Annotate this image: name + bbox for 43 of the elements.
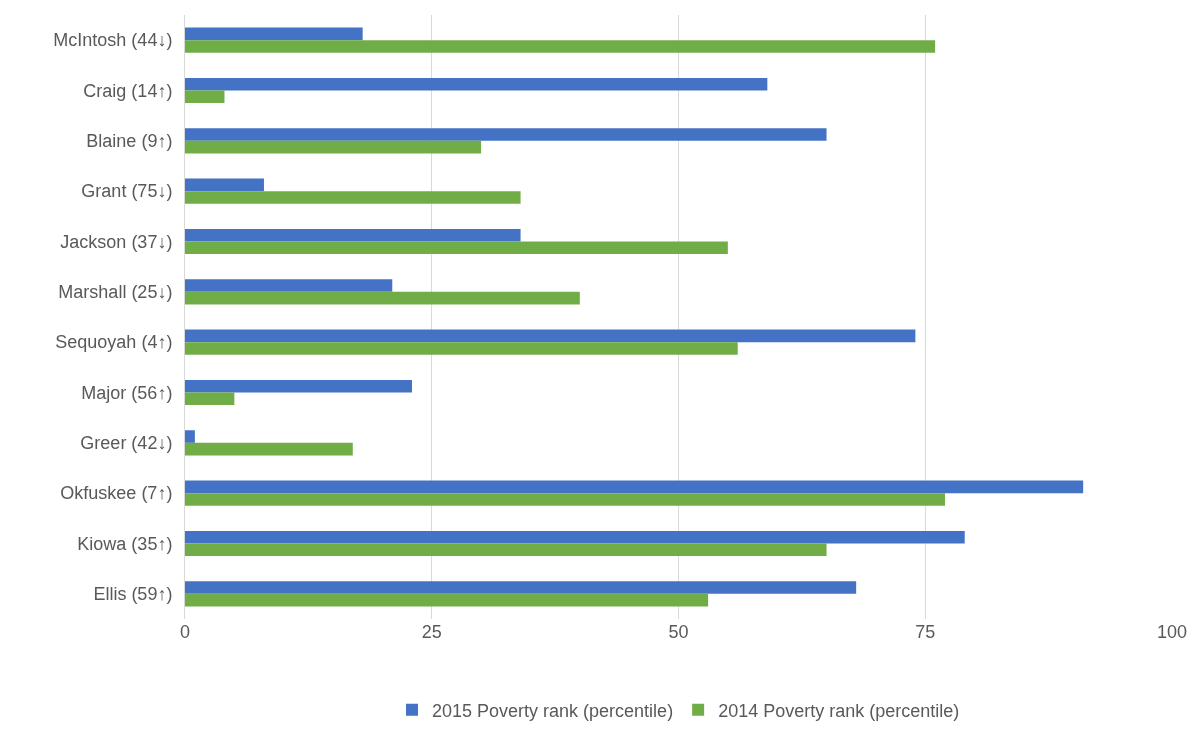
y-tick-label: Greer (42↓) bbox=[80, 433, 173, 454]
bar bbox=[185, 40, 936, 53]
bar bbox=[185, 291, 580, 305]
y-tick-label: McIntosh (44↓) bbox=[53, 30, 173, 51]
bar bbox=[185, 480, 1084, 494]
y-tick-label: Ellis (59↑) bbox=[93, 584, 173, 605]
y-tick-label: Sequoyah (4↑) bbox=[55, 332, 173, 353]
legend-label: 2015 Poverty rank (percentile) bbox=[432, 700, 674, 721]
bar bbox=[185, 329, 916, 343]
x-tick-label: 25 bbox=[421, 622, 442, 642]
bar bbox=[185, 442, 353, 456]
x-tick-label: 0 bbox=[179, 622, 191, 642]
bar bbox=[185, 90, 225, 104]
bar bbox=[185, 241, 728, 255]
y-tick-label: Major (56↑) bbox=[81, 382, 173, 403]
legend-label: 2014 Poverty rank (percentile) bbox=[718, 700, 960, 721]
bar bbox=[185, 581, 857, 594]
y-tick-label: Okfuskee (7↑) bbox=[60, 483, 173, 504]
bar bbox=[185, 27, 363, 41]
x-tick-label: 100 bbox=[1156, 622, 1188, 642]
y-tick-label: Marshall (25↓) bbox=[58, 282, 173, 303]
bar bbox=[185, 543, 827, 557]
y-tick-label: Grant (75↓) bbox=[81, 181, 173, 202]
x-tick-label: 75 bbox=[915, 622, 936, 642]
bar bbox=[185, 77, 768, 91]
y-tick-label: Blaine (9↑) bbox=[86, 131, 173, 152]
bar bbox=[185, 379, 413, 393]
bar bbox=[185, 530, 965, 544]
bar bbox=[185, 191, 521, 204]
bar bbox=[185, 178, 264, 192]
bar bbox=[185, 128, 827, 141]
bar bbox=[185, 430, 195, 443]
bar bbox=[185, 140, 482, 154]
bar bbox=[185, 228, 521, 242]
bar bbox=[185, 279, 393, 292]
bar bbox=[185, 342, 738, 355]
y-tick-label: Jackson (37↓) bbox=[60, 231, 173, 252]
y-tick-label: Craig (14↑) bbox=[83, 80, 173, 101]
bar bbox=[185, 593, 709, 607]
bar bbox=[185, 493, 945, 506]
y-tick-label: Kiowa (35↑) bbox=[77, 533, 173, 554]
bar bbox=[185, 392, 235, 406]
x-tick-label: 50 bbox=[668, 622, 689, 642]
